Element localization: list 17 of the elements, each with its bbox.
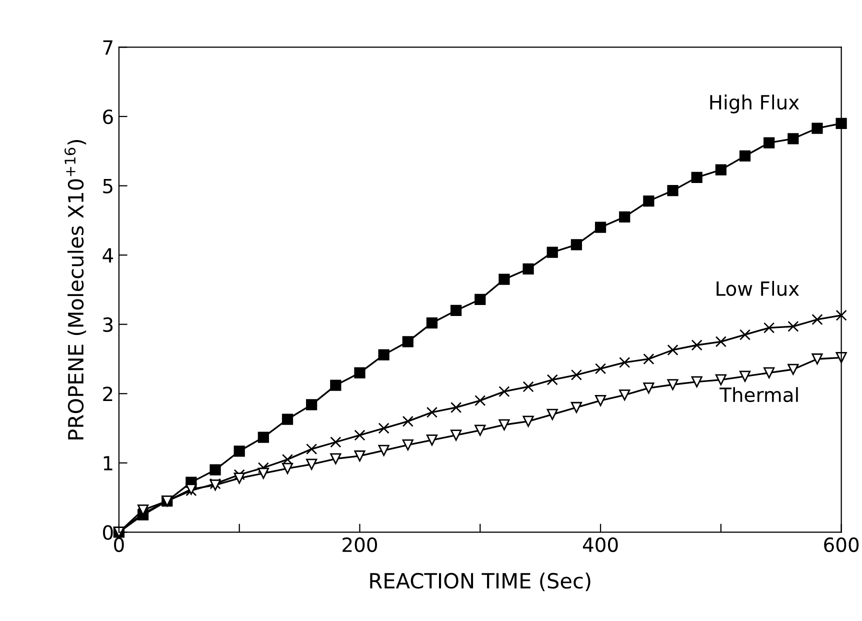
- y-tick-label: 0: [103, 525, 113, 540]
- y-tick-label: 2: [103, 386, 112, 402]
- y-axis-title: PROPENE (Molecules X10$^{+16}$): [64, 140, 86, 440]
- y-tick-label: 4: [102, 248, 114, 262]
- y-tick-label: 6: [103, 109, 113, 124]
- x-tick-label: 400: [582, 537, 618, 552]
- series-label: Low Flux: [716, 280, 800, 296]
- series-label: Thermal: [720, 387, 798, 402]
- x-tick-label: 600: [824, 537, 859, 552]
- y-tick-label: 7: [103, 40, 112, 55]
- x-axis-title: REACTION TIME (Sec): [370, 572, 590, 592]
- y-tick-label: 1: [104, 456, 112, 470]
- y-tick-label: 3: [103, 317, 113, 332]
- x-tick-label: 0: [114, 537, 124, 552]
- x-tick-label: 200: [342, 537, 378, 552]
- y-tick-label: 5: [103, 178, 112, 194]
- series-label: High Flux: [710, 94, 800, 114]
